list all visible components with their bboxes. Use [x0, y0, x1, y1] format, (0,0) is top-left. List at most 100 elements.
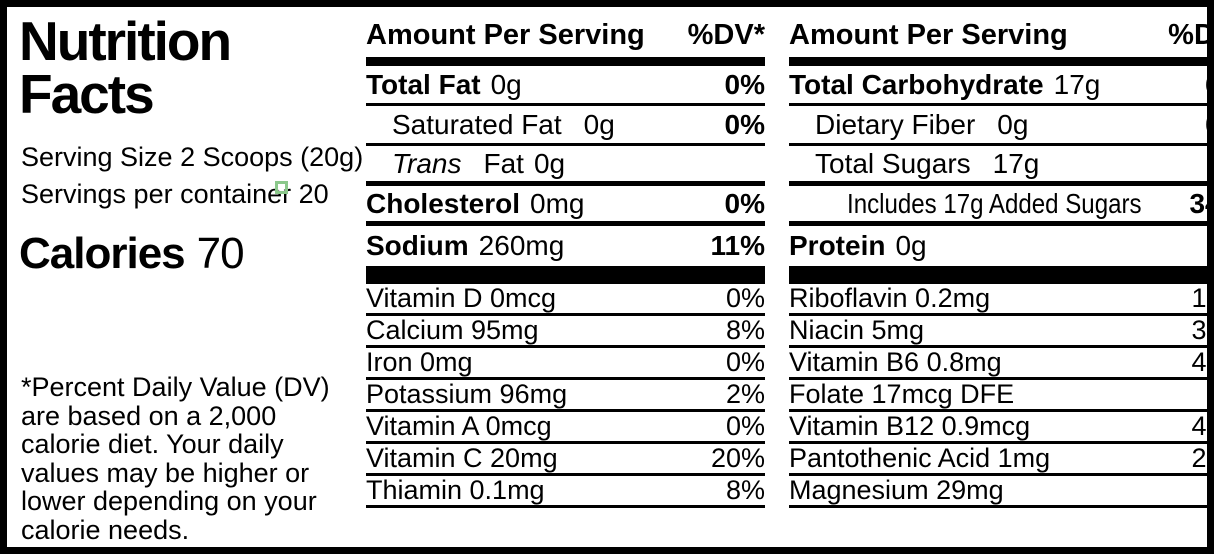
row-pantothenic-acid: Pantothenic Acid 1mg 20% [789, 443, 1207, 476]
row-protein: Protein 0g [789, 226, 1207, 266]
dv-header-label: %DV* [687, 18, 765, 51]
nutrient-name-italic: Trans [392, 147, 462, 179]
header-divider-bar [366, 57, 765, 66]
row-trans-fat: Trans Fat 0g [366, 146, 765, 186]
green-marker-artifact [275, 181, 288, 194]
nutrient-name: Potassium 96mg [366, 379, 568, 409]
nutrient-name: Magnesium 29mg [789, 475, 1004, 505]
nutrient-name: Vitamin B12 0.9mcg [789, 411, 1031, 441]
servings-per-container: Servings per container 20 [21, 179, 329, 209]
dv-header-label: %DV* [1168, 18, 1214, 51]
nutrient-dv: 30% [1191, 315, 1207, 345]
nutrient-amount: 260mg [478, 230, 565, 261]
nutrient-name: Iron 0mg [366, 347, 473, 377]
nutrient-dv: 15% [1191, 283, 1207, 313]
nutrient-name: Vitamin A 0mcg [366, 411, 552, 441]
nutrient-amount: 0g [533, 147, 566, 179]
row-vitamin-b12: Vitamin B12 0.9mcg 40% [789, 411, 1207, 444]
calories-value: 70 [196, 229, 245, 278]
nutrient-name: Niacin 5mg [789, 315, 925, 345]
nutrient-dv: 0% [725, 283, 765, 313]
nutrient-name: Cholesterol [366, 187, 521, 219]
nutrient-dv: 0% [725, 411, 765, 441]
nutrient-amount: 0g [997, 108, 1029, 140]
nutrient-dv: 2% [725, 379, 765, 409]
nutrient-name: Total Fat [366, 68, 481, 100]
row-total-carbohydrate: Total Carbohydrate 17g 6% [789, 66, 1207, 106]
section-divider-bar [366, 266, 765, 284]
row-vitamin-b6: Vitamin B6 0.8mg 45% [789, 347, 1207, 380]
nutrient-dv: 40% [1191, 411, 1207, 441]
amount-per-serving-header: Amount Per Serving %DV* [366, 13, 765, 57]
nutrient-dv: 34% [1189, 187, 1207, 219]
header-divider-bar [789, 57, 1207, 66]
row-sodium: Sodium 260mg 11% [366, 226, 765, 266]
label-info-panel: Nutrition Facts Serving Size 2 Scoops (2… [7, 7, 364, 547]
footnote: *Percent Daily Value (DV) are based on a… [21, 373, 352, 544]
row-riboflavin: Riboflavin 0.2mg 15% [789, 283, 1207, 316]
amount-per-serving-label: Amount Per Serving [366, 18, 645, 51]
row-vitamin-a: Vitamin A 0mcg 0% [366, 411, 765, 444]
row-calcium: Calcium 95mg 8% [366, 315, 765, 348]
row-saturated-fat: Saturated Fat 0g 0% [366, 106, 765, 146]
row-dietary-fiber: Dietary Fiber 0g 0% [789, 106, 1207, 146]
nutrient-dv: 4% [1207, 379, 1208, 410]
amount-per-serving-header: Amount Per Serving %DV* [789, 13, 1214, 57]
calories-label: Calories [19, 229, 186, 278]
nutrient-name: Total Carbohydrate [789, 68, 1044, 100]
row-niacin: Niacin 5mg 30% [789, 315, 1207, 348]
row-folate: Folate 17mcg DFE 4% [789, 379, 1208, 412]
section-divider-bar [789, 266, 1207, 284]
nutrient-dv: 6% [1207, 475, 1208, 506]
nutrient-column-right: Amount Per Serving %DV* Total Carbohydra… [789, 7, 1214, 547]
nutrient-name: Vitamin D 0mcg [366, 283, 557, 313]
nutrient-amount: 0g [895, 230, 927, 261]
footnote-line: are based on a 2,000 [21, 400, 277, 431]
row-cholesterol: Cholesterol 0mg 0% [366, 186, 765, 226]
nutrient-dv: 8% [725, 315, 765, 345]
nutrient-amount: 0g [490, 68, 522, 100]
nutrient-name: Pantothenic Acid 1mg [789, 443, 1051, 473]
nutrient-dv: 0% [1205, 109, 1207, 141]
nutrient-amount: 17g [1053, 68, 1101, 100]
nutrient-dv: 45% [1191, 347, 1207, 377]
nutrient-dv: 8% [725, 475, 765, 505]
row-iron: Iron 0mg 0% [366, 347, 765, 380]
footnote-line: calorie diet. Your daily [21, 429, 284, 459]
nutrient-name: Vitamin C 20mg [366, 443, 558, 473]
nutrient-column-left: Amount Per Serving %DV* Total Fat 0g 0% … [366, 7, 765, 547]
footnote-line: *Percent Daily Value (DV) [21, 372, 330, 402]
calories-row: Calories 70 [19, 229, 352, 279]
nutrient-name: Protein [789, 230, 886, 261]
nutrient-name: Saturated Fat [392, 108, 562, 140]
row-total-sugars: Total Sugars 17g [789, 146, 1207, 186]
nutrient-name: Sodium [366, 230, 469, 261]
row-vitamin-c: Vitamin C 20mg 20% [366, 443, 765, 476]
footnote-line: values may be higher or [21, 457, 310, 488]
nutrient-name: Fat [483, 147, 524, 179]
nutrient-amount: 0mg [530, 187, 585, 219]
amount-per-serving-label: Amount Per Serving [789, 18, 1068, 51]
row-total-fat: Total Fat 0g 0% [366, 66, 765, 106]
nutrient-name: Dietary Fiber [815, 108, 976, 140]
nutrient-amount: 17g [992, 147, 1040, 179]
title-line-2: Facts [19, 63, 155, 125]
row-thiamin: Thiamin 0.1mg 8% [366, 475, 765, 508]
serving-size: Serving Size 2 Scoops (20g) [21, 142, 364, 172]
row-vitamin-d: Vitamin D 0mcg 0% [366, 283, 765, 316]
nutrient-dv: 20% [710, 443, 765, 473]
nutrient-name: Total Sugars [815, 147, 971, 179]
nutrient-dv: 20% [1191, 443, 1207, 473]
nutrient-amount: 0g [583, 108, 615, 140]
nutrient-name: Vitamin B6 0.8mg [789, 347, 1002, 377]
nutrient-name: Thiamin 0.1mg [366, 475, 545, 505]
nutrient-dv: 0% [725, 347, 765, 377]
nutrient-dv: 0% [724, 68, 765, 100]
nutrient-name: Calcium 95mg [366, 315, 539, 345]
nutrient-dv: 0% [724, 108, 765, 140]
row-magnesium: Magnesium 29mg 6% [789, 475, 1208, 508]
nutrient-name: Riboflavin 0.2mg [789, 283, 991, 313]
added-sugars-text: Includes 17g Added Sugars [847, 187, 1142, 219]
nutrient-dv: 6% [1205, 69, 1207, 101]
